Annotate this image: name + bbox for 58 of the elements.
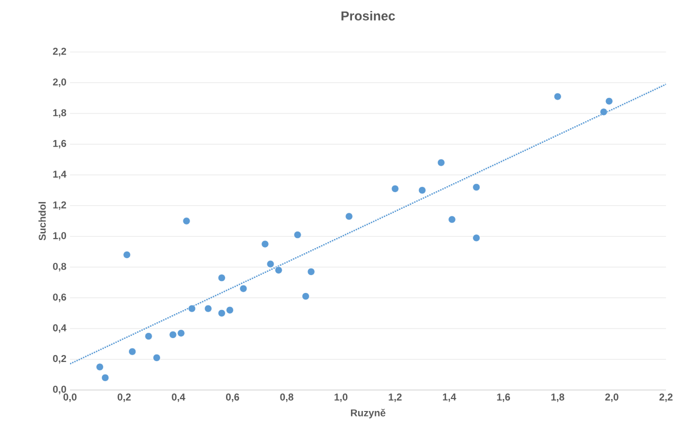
point xyxy=(472,183,480,191)
point xyxy=(261,240,269,248)
point xyxy=(437,158,445,166)
x-tick-label: 1,6 xyxy=(497,394,510,402)
x-tick-label: 0,8 xyxy=(280,394,294,402)
y-tick-label: 1,4 xyxy=(53,170,66,180)
point xyxy=(605,97,613,105)
point xyxy=(472,234,480,242)
point xyxy=(177,329,185,337)
point xyxy=(391,184,399,193)
y-tick-label: 0,4 xyxy=(53,324,66,333)
x-axis-title: Ruzyně xyxy=(350,408,386,418)
point xyxy=(345,212,353,220)
y-tick-label: 2,2 xyxy=(52,48,66,56)
point xyxy=(152,354,160,362)
x-tick-label: 0,6 xyxy=(226,394,240,402)
x-tick-label: 1,4 xyxy=(442,394,456,402)
point xyxy=(294,231,302,239)
point xyxy=(188,304,196,312)
point xyxy=(240,284,248,292)
x-tick-label: 0,4 xyxy=(172,394,186,402)
x-tick-label: 1,8 xyxy=(551,394,564,402)
x-tick-label: 2,0 xyxy=(605,394,618,402)
point xyxy=(218,309,226,317)
point xyxy=(169,330,177,338)
point xyxy=(204,304,212,312)
x-tick-label: 0,2 xyxy=(118,394,131,402)
point xyxy=(266,260,274,268)
point xyxy=(144,332,152,340)
x-tick-label: 2,2 xyxy=(659,394,673,402)
point xyxy=(554,92,562,100)
y-tick-label: 0,6 xyxy=(53,294,66,302)
y-tick-label: 2,0 xyxy=(52,78,66,87)
y-axis-title: Suchdol xyxy=(38,202,46,240)
x-tick-label: 1,2 xyxy=(388,394,402,402)
x-tick-label: 1,0 xyxy=(334,394,348,402)
point xyxy=(418,186,426,194)
y-tick-label: 1,2 xyxy=(53,201,66,210)
point xyxy=(123,251,131,259)
y-tick-label: 1,0 xyxy=(53,232,66,241)
point xyxy=(226,306,234,314)
y-tick-label: 1,8 xyxy=(53,109,66,118)
point xyxy=(128,348,136,356)
point xyxy=(274,266,282,274)
point xyxy=(302,292,310,300)
point xyxy=(218,274,226,282)
y-tick-label: 0,0 xyxy=(53,386,66,394)
point xyxy=(307,268,315,276)
point xyxy=(96,363,104,371)
point xyxy=(448,216,456,224)
y-tick-label: 0,8 xyxy=(53,262,66,272)
point xyxy=(101,374,110,382)
point xyxy=(600,108,608,116)
x-tick-label: 0,0 xyxy=(63,394,77,402)
y-tick-label: 1,6 xyxy=(53,140,66,148)
y-tick-label: 0,2 xyxy=(53,355,66,364)
point xyxy=(182,217,190,225)
chart-title: Prosinec xyxy=(342,10,395,20)
